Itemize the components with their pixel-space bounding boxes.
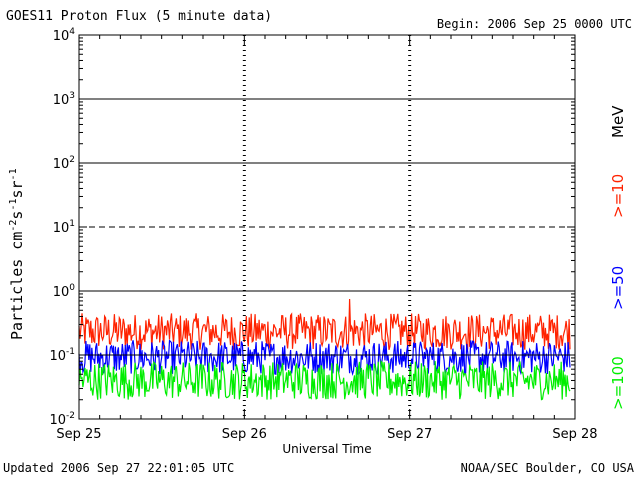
x-tick-label: Sep 25 [56, 427, 101, 442]
y-axis-label: Particles cm-2s-1sr-1 [8, 168, 26, 340]
legend-ge10: >=10 [609, 174, 627, 218]
y-tick-label: 103 [53, 91, 75, 108]
legend-unit: MeV [609, 105, 627, 138]
grid-layer [79, 35, 575, 419]
y-tick-label: 10-1 [49, 347, 75, 364]
y-tick-label: 100 [53, 283, 76, 300]
legend-ge50: >=50 [609, 266, 627, 310]
credit-text: NOAA/SEC Boulder, CO USA [460, 461, 634, 475]
series-line-ge10 [78, 298, 571, 351]
x-tick-label: Sep 27 [387, 427, 432, 442]
axis-layer [78, 34, 576, 420]
y-tick-label: 102 [53, 155, 75, 172]
y-tick-label: 10-2 [49, 411, 75, 428]
chart-title: GOES11 Proton Flux (5 minute data) [6, 9, 273, 24]
legend-ge100: >=100 [609, 356, 627, 410]
begin-time: Begin: 2006 Sep 25 0000 UTC [436, 17, 632, 31]
x-tick-label: Sep 28 [552, 427, 597, 442]
updated-time: Updated 2006 Sep 27 22:01:05 UTC [3, 461, 235, 475]
label-layer: 10-2 10-1 100 101 102 103 104 Sep 25 Sep 26 Sep 2… [49, 27, 627, 456]
y-tick-label: 104 [53, 27, 76, 44]
y-tick-label: 101 [53, 219, 75, 236]
series-line-ge50 [78, 339, 571, 377]
x-axis-label: Universal Time [282, 442, 371, 456]
series-layer [78, 298, 571, 401]
x-tick-label: Sep 26 [222, 427, 267, 442]
series-line-ge100 [78, 360, 571, 401]
